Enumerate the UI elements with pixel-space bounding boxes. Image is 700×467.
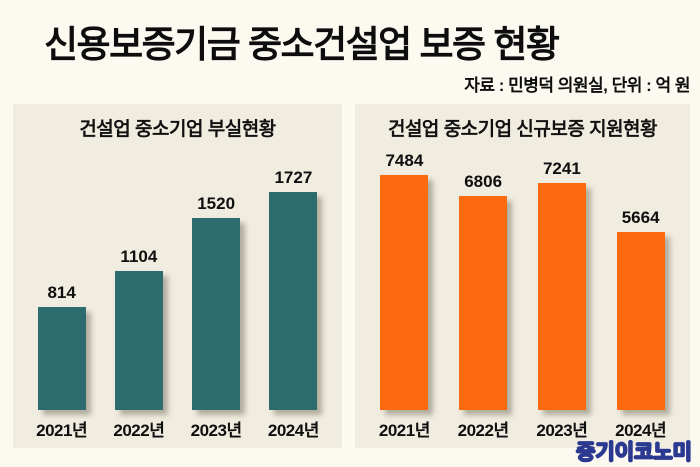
- bar-column: 6806: [444, 146, 523, 410]
- bar-value-label: 814: [47, 283, 76, 302]
- bar-column: 5664: [601, 146, 680, 410]
- bar: [192, 218, 241, 410]
- bar: [537, 183, 586, 410]
- x-axis-tick-label: 2023년: [190, 421, 242, 440]
- source-and-unit-caption: 자료 : 민병덕 의원실, 단위 : 억 원: [464, 76, 690, 95]
- x-axis-tick-label: 2021년: [36, 421, 88, 440]
- bar-column: 1104: [100, 146, 177, 410]
- bar: [380, 175, 429, 410]
- x-axis-tick-label: 2021년: [378, 421, 430, 440]
- bar: [616, 232, 665, 410]
- x-axis-tick-label: 2024년: [267, 421, 319, 440]
- bar: [114, 271, 163, 410]
- chart-panel-new-guarantee: 건설업 중소기업 신규보증 지원현황 7484 6806 7241 5664 2021…: [355, 104, 690, 448]
- publisher-watermark: 중기이코노미: [576, 440, 693, 464]
- bar-column: 1727: [255, 146, 332, 410]
- bar-column: 1520: [178, 146, 255, 410]
- bar-column: 7484: [365, 146, 444, 410]
- bar-value-label: 1520: [197, 194, 236, 213]
- bar-chart-insolvency: 814 1104 1520 1727: [23, 146, 332, 410]
- bar-value-label: 7241: [542, 159, 581, 178]
- bar-value-label: 7484: [385, 151, 424, 170]
- bar-column: 814: [23, 146, 100, 410]
- x-axis-labels-insolvency: 2021년 2022년 2023년 2024년: [23, 416, 332, 440]
- bar: [37, 307, 86, 410]
- chart-title-new-guarantee: 건설업 중소기업 신규보증 지원현황: [387, 119, 658, 140]
- bar-value-label: 1727: [274, 168, 313, 187]
- page-title: 신용보증기금 중소건설업 보증 현황: [44, 24, 560, 65]
- bar-chart-new-guarantee: 7484 6806 7241 5664: [365, 146, 680, 410]
- bar: [459, 196, 508, 410]
- bar-value-label: 6806: [464, 172, 503, 191]
- x-axis-tick-label: 2024년: [615, 421, 667, 440]
- chart-title-insolvency: 건설업 중소기업 부실현황: [79, 119, 276, 140]
- x-axis-tick-label: 2022년: [113, 421, 165, 440]
- bar: [269, 192, 318, 410]
- x-axis-tick-label: 2022년: [457, 421, 509, 440]
- chart-panel-insolvency: 건설업 중소기업 부실현황 814 1104 1520 1727 2021년 2022년…: [13, 104, 342, 448]
- x-axis-labels-new-guarantee: 2021년 2022년 2023년 2024년: [365, 416, 680, 440]
- bar-value-label: 5664: [621, 208, 660, 227]
- bar-column: 7241: [523, 146, 602, 410]
- x-axis-tick-label: 2023년: [536, 421, 588, 440]
- bar-value-label: 1104: [120, 247, 158, 266]
